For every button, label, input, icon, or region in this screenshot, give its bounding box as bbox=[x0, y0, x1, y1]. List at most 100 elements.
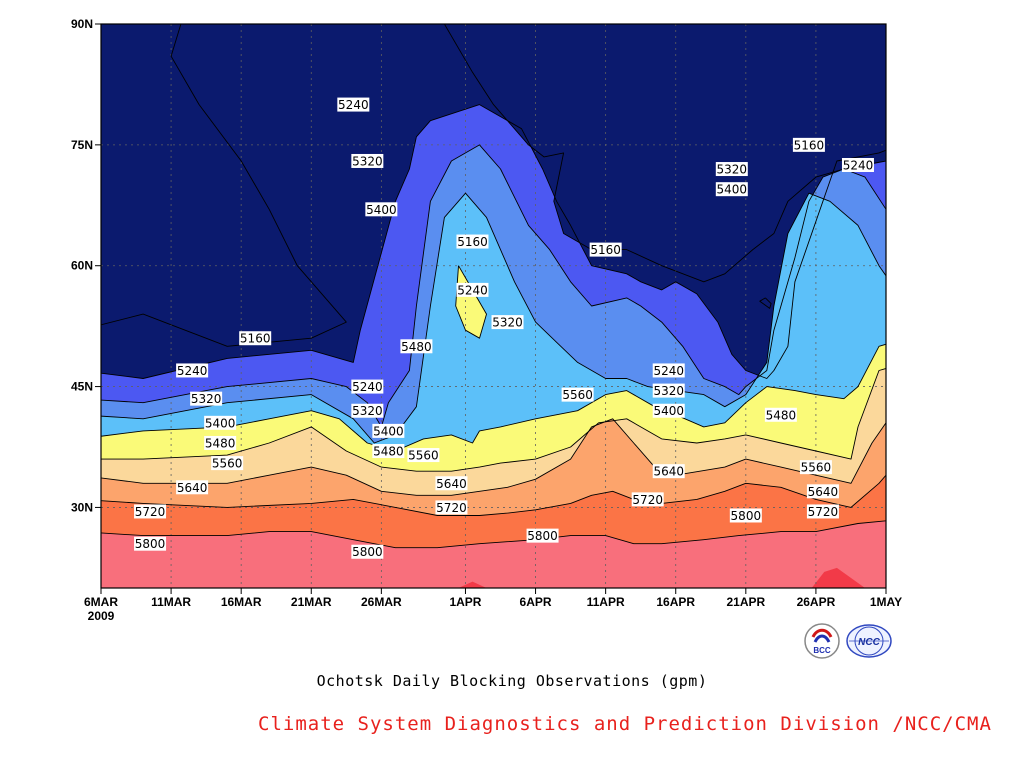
contour-label-4: 5240 bbox=[456, 282, 489, 297]
contour-label-text-9: 5240 bbox=[177, 364, 208, 378]
plot-frame bbox=[100, 23, 887, 589]
contour-label-bg-3 bbox=[456, 234, 489, 249]
contour-label-text-14: 5640 bbox=[177, 481, 208, 495]
contour-label-text-13: 5560 bbox=[212, 457, 243, 471]
contour-label-bg-36 bbox=[841, 158, 874, 172]
contour-label-26: 5240 bbox=[652, 363, 685, 378]
contour-label-14: 5640 bbox=[176, 480, 209, 495]
contour-label-3: 5160 bbox=[456, 234, 489, 249]
contour-line-5400-5 bbox=[101, 192, 886, 444]
contour-line-5800-11 bbox=[101, 520, 886, 549]
contour-label-text-29: 5640 bbox=[653, 465, 684, 479]
contour-label-bg-6 bbox=[491, 315, 524, 330]
contour-label-text-37: 5560 bbox=[801, 461, 832, 475]
contour-label-11: 5400 bbox=[204, 415, 237, 430]
contour-label-bg-4 bbox=[456, 282, 489, 297]
contour-label-0: 5240 bbox=[337, 97, 370, 112]
contour-line-5160-1 bbox=[444, 24, 886, 283]
contour-label-bg-28 bbox=[652, 403, 685, 418]
contour-labels: 5240 5320 5400 5160 5240 5160 5320 5480 5160 5240… bbox=[134, 97, 874, 559]
contour-label-bg-25 bbox=[561, 387, 594, 402]
credit-line: Climate System Diagnostics and Predictio… bbox=[258, 713, 992, 735]
contour-label-text-12: 5480 bbox=[205, 436, 236, 450]
contour-label-25: 5560 bbox=[561, 387, 594, 402]
contour-line-5320-4 bbox=[101, 144, 886, 428]
contour-label-text-10: 5320 bbox=[191, 392, 222, 406]
fill-peak-1 bbox=[458, 581, 487, 588]
contour-label-31: 5800 bbox=[526, 528, 559, 543]
contour-label-text-35: 5160 bbox=[794, 138, 825, 152]
contour-label-text-19: 5400 bbox=[373, 424, 404, 438]
contour-label-bg-35 bbox=[792, 137, 825, 152]
contour-label-bg-13 bbox=[211, 456, 244, 471]
contour-label-text-23: 5720 bbox=[436, 501, 467, 515]
bcc-logo: BCC bbox=[804, 623, 840, 659]
contour-label-bg-15 bbox=[134, 504, 167, 519]
x-year-label: 2009 bbox=[88, 609, 115, 623]
contour-label-1: 5320 bbox=[351, 153, 384, 168]
fill-pocket-5160-2 bbox=[759, 297, 772, 309]
contour-label-text-2: 5400 bbox=[366, 203, 397, 217]
contour-label-bg-17 bbox=[351, 379, 384, 394]
axes: 6MAR 11MAR 16MAR 21MAR 26MAR 1APR 6APR 11APR 16A… bbox=[71, 17, 902, 623]
contour-label-text-36: 5240 bbox=[843, 159, 874, 173]
bcc-logo-text: BCC bbox=[813, 646, 831, 655]
contour-label-text-30: 5720 bbox=[632, 493, 663, 507]
fill-peak-0 bbox=[811, 567, 865, 588]
contour-label-text-3: 5160 bbox=[457, 235, 488, 249]
contour-label-9: 5240 bbox=[176, 363, 209, 378]
contour-label-22: 5640 bbox=[435, 476, 468, 491]
contour-label-text-31: 5800 bbox=[527, 529, 558, 543]
contour-label-bg-22 bbox=[435, 476, 468, 491]
contour-label-23: 5720 bbox=[435, 500, 468, 515]
contour-label-13: 5560 bbox=[211, 456, 244, 471]
contour-label-40: 5800 bbox=[729, 508, 762, 523]
contour-label-bg-38 bbox=[806, 484, 839, 499]
x-tick-label-1: 11MAR bbox=[151, 595, 191, 609]
contour-label-text-0: 5240 bbox=[338, 98, 369, 112]
contour-line-5560-8 bbox=[101, 368, 886, 472]
contour-label-27: 5320 bbox=[652, 383, 685, 398]
contour-label-text-25: 5560 bbox=[562, 388, 593, 402]
contour-label-10: 5320 bbox=[190, 391, 223, 406]
contour-label-12: 5480 bbox=[204, 435, 237, 450]
contour-label-text-33: 5400 bbox=[717, 183, 748, 197]
x-tick-label-9: 21APR bbox=[726, 595, 765, 609]
contour-label-bg-5 bbox=[589, 242, 622, 257]
contour-label-33: 5400 bbox=[715, 182, 748, 197]
fill-dark-right bbox=[444, 24, 886, 282]
contour-label-text-18: 5320 bbox=[352, 404, 383, 418]
contour-label-bg-30 bbox=[631, 492, 664, 507]
contour-label-bg-34 bbox=[764, 407, 797, 422]
contour-label-bg-18 bbox=[351, 403, 384, 418]
contour-label-text-28: 5400 bbox=[653, 404, 684, 418]
contour-label-39: 5720 bbox=[806, 504, 839, 519]
contour-label-5: 5160 bbox=[589, 242, 622, 257]
contour-line-5240-3 bbox=[101, 104, 886, 379]
contour-label-36: 5240 bbox=[841, 158, 874, 173]
contour-label-bg-19 bbox=[372, 423, 405, 438]
contour-label-bg-23 bbox=[435, 500, 468, 515]
contour-label-bg-32 bbox=[715, 162, 748, 177]
contour-label-text-5: 5160 bbox=[590, 243, 621, 257]
y-tick-label-0: 30N bbox=[71, 500, 93, 514]
grid-lines bbox=[101, 24, 886, 588]
contour-label-bg-0 bbox=[337, 97, 370, 112]
contour-label-17: 5240 bbox=[351, 379, 384, 394]
contour-label-35: 5160 bbox=[792, 137, 825, 152]
contour-label-text-6: 5320 bbox=[492, 316, 523, 330]
contour-label-text-40: 5800 bbox=[731, 509, 762, 523]
contour-label-bg-27 bbox=[652, 383, 685, 398]
contour-label-19: 5400 bbox=[372, 423, 405, 438]
contour-label-8: 5160 bbox=[239, 331, 272, 346]
contour-label-6: 5320 bbox=[491, 315, 524, 330]
contour-label-bg-14 bbox=[176, 480, 209, 495]
x-tick-label-10: 26APR bbox=[797, 595, 836, 609]
contour-label-bg-24 bbox=[351, 544, 384, 559]
contour-label-text-17: 5240 bbox=[352, 380, 383, 394]
contour-label-bg-9 bbox=[176, 363, 209, 378]
contour-label-text-11: 5400 bbox=[205, 416, 236, 430]
contour-label-bg-31 bbox=[526, 528, 559, 543]
contour-label-bg-33 bbox=[715, 182, 748, 197]
contour-label-bg-21 bbox=[407, 448, 440, 463]
